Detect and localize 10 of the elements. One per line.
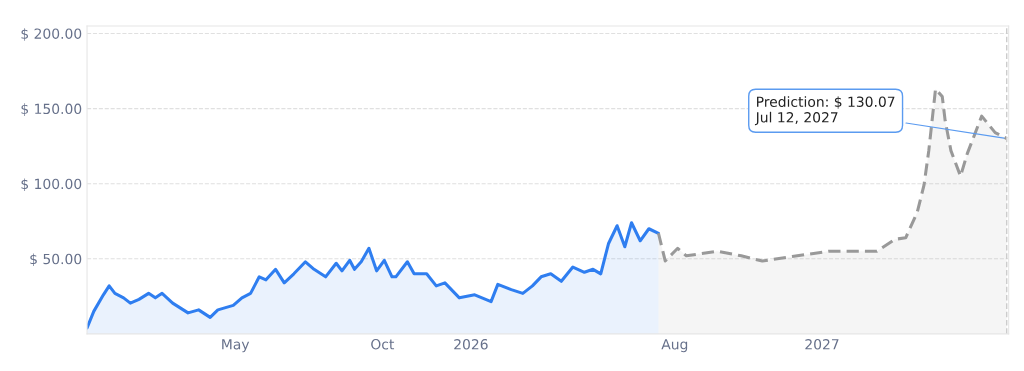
x-tick-label: 2026 xyxy=(454,339,488,350)
annotation: Prediction: $ 130.07 Jul 12, 2027 xyxy=(754,96,895,126)
x-tick-label: Oct xyxy=(371,339,395,350)
x-tick-label: May xyxy=(222,339,250,353)
y-tick-label: $ 50.00 xyxy=(30,253,82,267)
x-tick-label: 2027 xyxy=(805,339,839,350)
y-tick-label: $ 200.00 xyxy=(21,28,82,41)
y-tick-label: $ 150.00 xyxy=(21,103,82,116)
y-tick-label: $ 100.00 xyxy=(21,178,82,192)
x-tick-label: Aug xyxy=(661,339,688,353)
